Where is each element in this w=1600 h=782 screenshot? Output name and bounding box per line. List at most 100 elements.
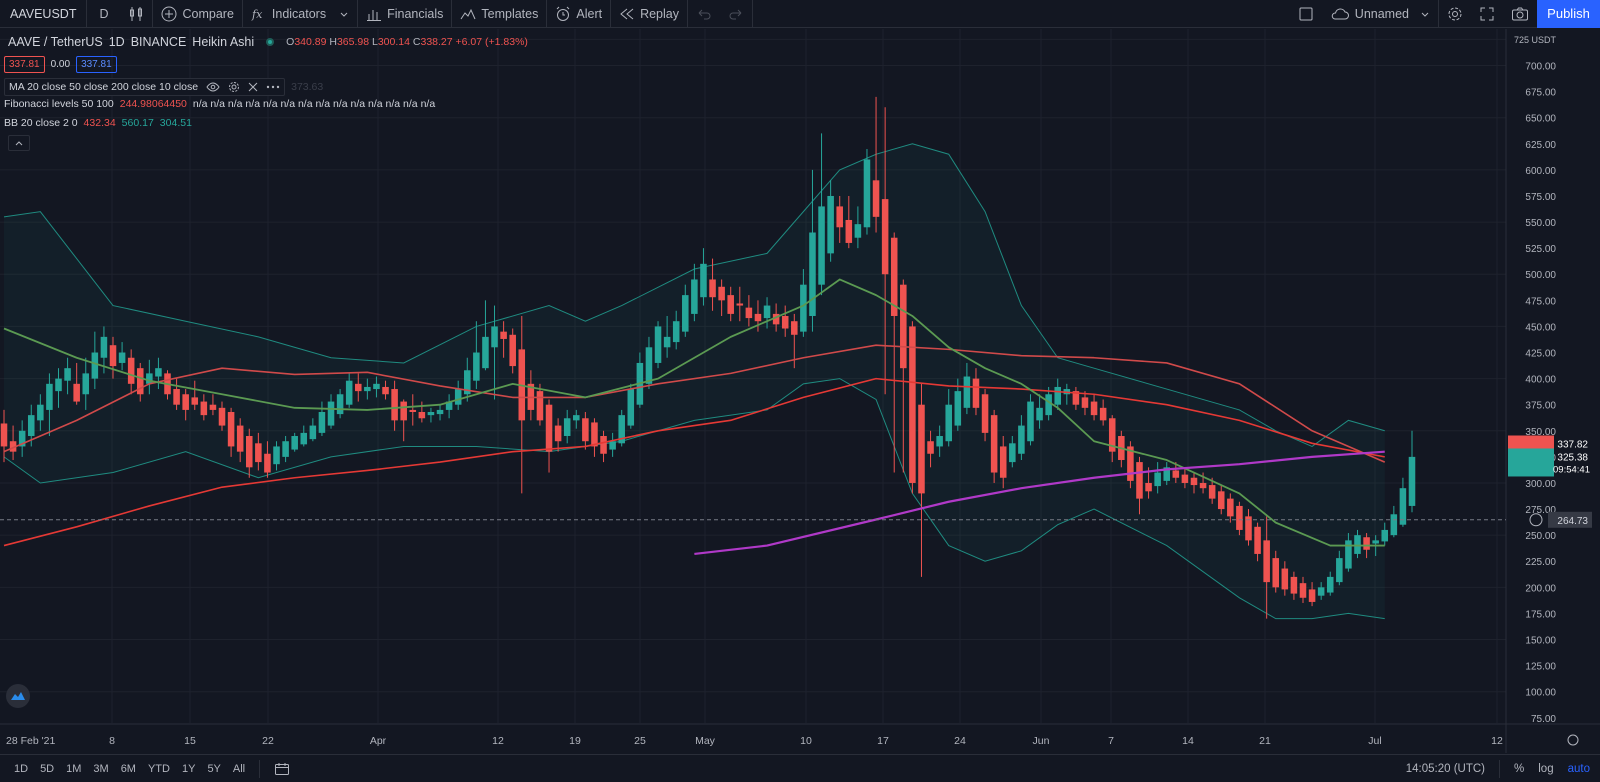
candle <box>1027 394 1034 446</box>
candle-body <box>82 373 90 395</box>
symbol-search-button[interactable]: AAVEUSDT <box>10 6 77 21</box>
x-tick-label: 24 <box>954 735 966 747</box>
candle <box>1290 571 1298 600</box>
candle <box>1354 529 1361 559</box>
layout-toggle-button[interactable] <box>1290 0 1322 28</box>
fullscreen-button[interactable] <box>1471 0 1503 28</box>
candle <box>972 368 980 416</box>
candle-body <box>909 326 916 483</box>
y-tick-label: 100.00 <box>1525 688 1556 699</box>
market-status-indicator[interactable] <box>266 38 275 46</box>
layout-name-button[interactable]: Unnamed <box>1322 0 1438 28</box>
ma-indicator-legend[interactable]: MA 20 close 50 close 200 close 10 close … <box>4 78 323 96</box>
goto-date-icon[interactable] <box>274 762 290 776</box>
chart-pane[interactable]: 700.00 675.00 650.00 625.00 600.00 575.00 550.… <box>0 29 1600 753</box>
candle <box>109 336 117 379</box>
candle-body <box>218 407 226 426</box>
replay-button[interactable]: Replay <box>611 0 687 28</box>
sell-price-button[interactable]: 337.81 <box>4 56 45 73</box>
buy-price-button[interactable]: 337.81 <box>76 56 117 73</box>
close-icon[interactable] <box>248 82 258 92</box>
candle <box>1390 505 1398 538</box>
clock-time[interactable]: 14:05:20 (UTC) <box>1405 762 1486 775</box>
candle-body <box>772 313 780 325</box>
fib-indicator-legend[interactable]: Fibonacci levels 50 100 244.98064450 n/a… <box>4 98 435 110</box>
eye-icon[interactable] <box>206 81 220 93</box>
auto-scale-toggle[interactable]: auto <box>1567 762 1590 775</box>
candle-body <box>100 336 108 358</box>
range-button[interactable]: 6M <box>120 762 136 775</box>
toolbar-divider <box>357 0 359 28</box>
candle-body <box>609 441 616 450</box>
candle-body <box>364 386 371 392</box>
candle-body <box>1381 529 1389 542</box>
candle <box>227 407 235 457</box>
range-button[interactable]: 1Y <box>181 762 196 775</box>
indicators-button[interactable]: fx Indicators <box>243 0 357 28</box>
bb-upper-value: 560.17 <box>121 117 154 129</box>
candle-body <box>1163 467 1171 481</box>
candle <box>536 383 544 426</box>
candle-body <box>9 441 17 452</box>
collapse-legend-button[interactable] <box>8 135 30 151</box>
range-button[interactable]: 5Y <box>207 762 221 775</box>
redo-button[interactable] <box>720 0 752 28</box>
candle <box>345 373 353 408</box>
candle-body <box>1072 391 1080 405</box>
gear-icon[interactable] <box>228 81 240 93</box>
compare-button[interactable]: Compare <box>153 0 241 28</box>
x-tick-label: 19 <box>569 735 581 747</box>
y-tick-label: 200.00 <box>1525 583 1556 594</box>
undo-button[interactable] <box>688 0 720 28</box>
range-button[interactable]: 5D <box>40 762 55 775</box>
snapshot-button[interactable] <box>1503 0 1537 28</box>
y-tick-label: 225.00 <box>1525 557 1556 568</box>
bb-lower-value: 304.51 <box>159 117 192 129</box>
financials-button[interactable]: Financials <box>358 0 451 28</box>
templates-label: Templates <box>481 6 539 21</box>
candle <box>1172 462 1180 483</box>
candle-body <box>1081 397 1089 408</box>
range-button[interactable]: 3M <box>93 762 109 775</box>
candle-body <box>0 423 8 447</box>
bb-indicator-legend[interactable]: BB 20 close 2 0 432.34 560.17 304.51 <box>4 117 192 129</box>
candle <box>18 420 26 457</box>
bollinger-bands <box>3 143 1385 620</box>
price-chart[interactable]: 700.00 675.00 650.00 625.00 600.00 575.00 550.… <box>0 29 1600 753</box>
ma-indicator-box[interactable]: MA 20 close 50 close 200 close 10 close <box>4 78 286 96</box>
publish-button[interactable]: Publish <box>1537 0 1600 28</box>
candle-body <box>963 376 971 408</box>
indicators-label: Indicators <box>271 6 327 21</box>
settings-button[interactable] <box>1439 0 1471 28</box>
more-icon[interactable] <box>266 82 280 92</box>
candle <box>709 258 716 311</box>
candle-body <box>418 412 426 419</box>
candle-body <box>491 326 498 348</box>
percent-scale-toggle[interactable]: % <box>1514 762 1525 775</box>
interval-button[interactable]: D <box>99 6 109 21</box>
log-scale-toggle[interactable]: log <box>1538 762 1554 775</box>
candle <box>236 418 244 463</box>
top-toolbar: AAVEUSDT D Compare fx Indicators Financi… <box>0 0 1600 28</box>
candle-body <box>1345 540 1352 569</box>
range-button[interactable]: All <box>232 762 246 775</box>
chart-type-button[interactable] <box>120 0 152 28</box>
ma-indicator-label: MA 20 close 50 close 200 close 10 close <box>9 81 199 93</box>
candle <box>1045 386 1052 421</box>
axis-settings-icon[interactable] <box>1567 734 1579 746</box>
close-value: 338.27 <box>420 36 453 48</box>
range-button[interactable]: YTD <box>147 762 170 775</box>
candle-body <box>18 430 26 447</box>
candle-body <box>146 373 153 384</box>
candle-body <box>118 352 126 363</box>
alert-button[interactable]: Alert <box>547 0 610 28</box>
bid-ask-boxes: 337.81 0.00 337.81 <box>4 56 117 73</box>
candle-body <box>1036 407 1043 421</box>
candle-body <box>627 389 635 426</box>
candle-body <box>1145 482 1152 492</box>
range-button[interactable]: 1M <box>66 762 82 775</box>
range-button[interactable]: 1D <box>14 762 29 775</box>
tradingview-logo[interactable] <box>6 684 30 708</box>
templates-button[interactable]: Templates <box>452 0 546 28</box>
candle-body <box>682 295 689 332</box>
